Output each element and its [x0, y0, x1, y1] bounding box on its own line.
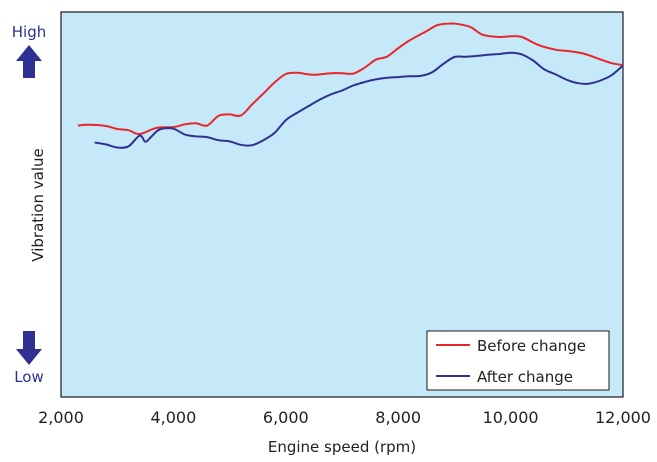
- legend-label-before: Before change: [477, 337, 586, 355]
- x-tick-label: 10,000: [483, 408, 539, 427]
- series-layer: [77, 22, 624, 149]
- legend-label-after: After change: [477, 368, 573, 386]
- y-high-label: High: [12, 23, 46, 41]
- x-tick-label: 8,000: [375, 408, 421, 427]
- y-low-label: Low: [14, 368, 44, 386]
- legend: Before change After change: [426, 330, 610, 391]
- x-tick-label: 6,000: [263, 408, 309, 427]
- series-line-before-change: [77, 22, 624, 136]
- x-tick-label: 4,000: [150, 408, 196, 427]
- legend-box: [426, 330, 610, 391]
- x-axis-ticks: 2,000 4,000 6,000 8,000 10,000 12,000: [38, 408, 651, 427]
- up-arrow-icon: [16, 45, 42, 78]
- x-tick-label: 12,000: [595, 408, 651, 427]
- x-tick-label: 2,000: [38, 408, 84, 427]
- down-arrow-icon: [16, 331, 42, 365]
- series-line-after-change: [94, 51, 624, 149]
- x-axis-title: Engine speed (rpm): [268, 438, 416, 456]
- y-axis-title: Vibration value: [29, 148, 47, 261]
